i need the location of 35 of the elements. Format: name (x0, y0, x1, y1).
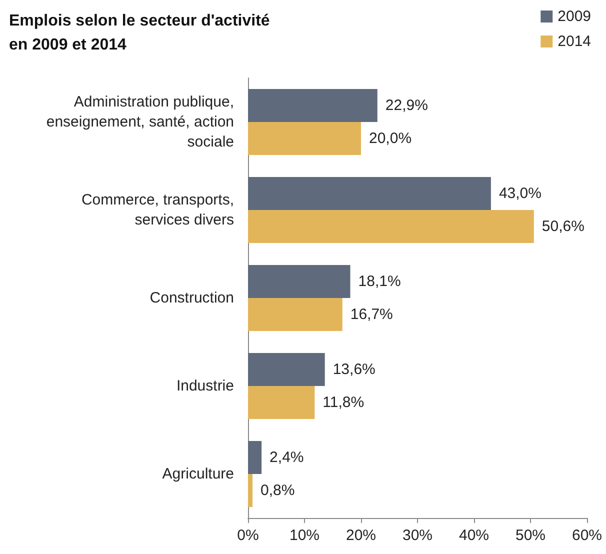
x-tick-label: 0% (237, 527, 259, 544)
legend-label: 2009 (558, 8, 592, 25)
bar (248, 386, 315, 419)
data-label: 22,9% (385, 97, 428, 114)
data-label: 16,7% (350, 306, 393, 323)
y-tick-label: Industrie (176, 378, 234, 394)
x-tick-label: 40% (458, 527, 490, 544)
y-tick-label: Commerce, transports, services divers (81, 192, 234, 228)
x-tick-label: 20% (346, 527, 376, 544)
bar (248, 474, 253, 507)
bar (248, 177, 491, 210)
data-label: 2,4% (270, 449, 304, 466)
data-label: 13,6% (332, 361, 376, 378)
data-label: 50,6% (542, 218, 584, 235)
data-label: 0,8% (260, 482, 295, 499)
bar (248, 89, 378, 122)
bar (248, 441, 262, 474)
y-tick-label: Construction (150, 290, 234, 306)
data-label: 18,1% (358, 273, 401, 290)
y-tick-label: Agriculture (162, 466, 234, 482)
bar (248, 298, 342, 331)
legend-label: 2014 (558, 33, 592, 50)
x-tick-label: 60% (572, 527, 602, 544)
bar (248, 353, 325, 386)
x-tick-label: 10% (289, 527, 320, 544)
x-tick-label: 30% (402, 527, 433, 544)
bar (248, 265, 350, 298)
y-tick-label: Administration publique, enseignement, santé, action sociale (46, 94, 234, 150)
data-label: 11,8% (322, 394, 364, 411)
x-tick-label: 50% (515, 527, 546, 544)
bar (248, 122, 361, 155)
chart-title: Emplois selon le secteur d'activité en 2009 et 2014 (9, 12, 270, 54)
data-label: 20,0% (369, 130, 412, 147)
data-label: 43,0% (498, 185, 542, 202)
bar (248, 210, 534, 243)
